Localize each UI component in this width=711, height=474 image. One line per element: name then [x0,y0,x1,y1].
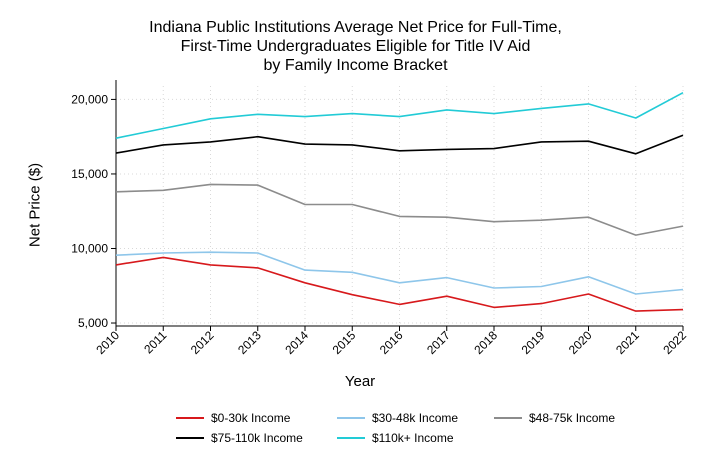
legend-item-0-30k: $0-30k Income [176,411,290,425]
legend-label: $48-75k Income [529,411,616,425]
series-line-48-75k-income [115,183,684,236]
legend-swatch-48-75k [494,417,522,419]
legend-item-75-110k: $75-110k Income [176,431,303,445]
legend-item-30-48k: $30-48k Income [337,411,458,425]
x-tick-label: 2019 [519,328,548,357]
series-line-75-110k-income [115,134,684,155]
y-tick-label: 10,000 [71,241,108,255]
legend-item-48-75k: $48-75k Income [494,411,615,425]
legend-swatch-0-30k [176,417,204,419]
axes: 5,000 10,000 15,000 20,000 2010 2011 2012 2013 2… [71,80,689,357]
x-tick-label: 2021 [613,328,642,357]
legend-item-110k-plus: $110k+ Income [337,431,454,445]
legend-swatch-110k-plus [337,437,365,439]
x-tick-label: 2017 [424,328,453,357]
series-line-30-48k-income [115,251,684,295]
legend-label: $0-30k Income [211,411,291,425]
series-lines [115,91,684,312]
x-tick-label: 2014 [282,328,311,357]
y-tick-label: 20,000 [71,92,108,106]
y-axis-label: Net Price ($) [26,162,44,248]
legend-label: $110k+ Income [372,431,454,445]
legend-label: $75-110k Income [211,431,303,445]
series-line-0-30k-income [115,256,684,312]
x-tick-label: 2022 [660,328,689,357]
legend-swatch-75-110k [176,437,204,439]
x-tick-label: 2011 [141,328,169,356]
chart-title-line-3: by Family Income Bracket [263,57,448,74]
x-tick-label: 2010 [93,328,122,357]
x-tick-label: 2012 [188,328,217,357]
legend-swatch-30-48k [337,417,365,419]
y-tick-label: 15,000 [71,167,108,181]
x-axis-label: Year [344,373,376,390]
x-tick-label: 2020 [566,328,595,357]
x-tick-label: 2013 [235,328,264,357]
x-tick-label: 2018 [471,328,500,357]
series-line-110k-income [115,91,684,139]
chart-title-line-2: First-Time Undergraduates Eligible for T… [180,38,531,55]
chart-title-line-1: Indiana Public Institutions Average Net … [149,19,562,36]
x-tick-label: 2016 [377,328,406,357]
grid [115,86,684,326]
legend-label: $30-48k Income [372,411,459,425]
y-tick-label: 5,000 [78,316,108,330]
x-tick-label: 2015 [330,328,359,357]
